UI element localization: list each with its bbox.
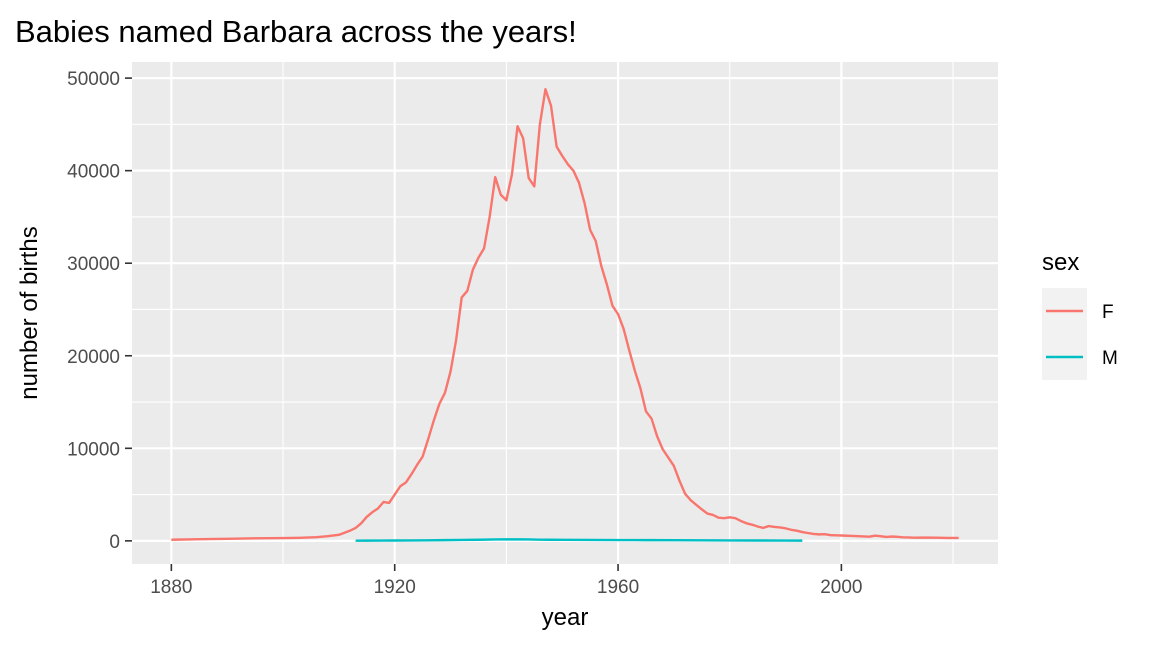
x-tick-label: 1960 [597,577,639,598]
axes-layer: 1880 1920 1960 2000010000200003000040000500… [67,69,862,598]
x-tick-label: 1880 [150,577,192,598]
x-tick-label: 1920 [374,577,416,598]
legend: sex F M [1042,249,1118,380]
y-tick-label: 20000 [67,347,120,368]
legend-key-background [1042,288,1087,380]
series-layer [171,88,959,542]
plot-panel [132,62,998,564]
series-line-m [355,538,803,542]
y-tick-label: 40000 [67,162,120,183]
y-axis-title: number of births [16,226,43,399]
legend-title: sex [1042,249,1079,276]
grid-minor [132,62,998,564]
y-tick-label: 10000 [67,439,120,460]
legend-label-m: M [1102,348,1118,369]
y-tick-label: 30000 [67,254,120,275]
y-tick-label: 50000 [67,69,120,90]
series-line-f [171,88,959,541]
x-axis-title: year [542,604,589,631]
legend-label-f: F [1102,302,1114,323]
x-tick-label: 2000 [820,577,862,598]
y-tick-label: 0 [109,532,120,553]
chart-title: Babies named Barbara across the years! [15,14,577,49]
